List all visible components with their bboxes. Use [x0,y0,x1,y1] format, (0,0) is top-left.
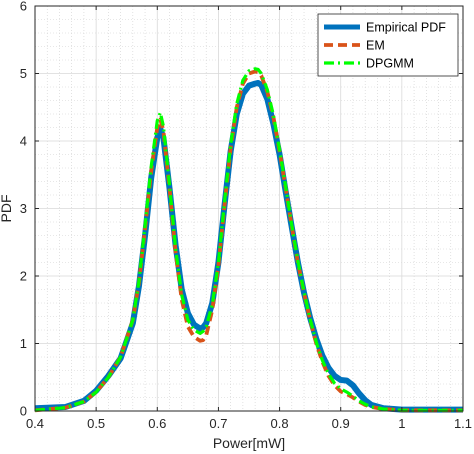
y-tick-label: 5 [20,66,27,81]
y-tick-label: 0 [20,404,27,419]
legend-label-em: EM [366,39,385,53]
x-tick-label: 0.9 [332,416,350,431]
legend: Empirical PDF EM DPGMM [317,13,459,77]
y-tick-label: 2 [20,269,27,284]
series-layer [34,67,463,413]
x-tick-label: 0.8 [271,416,289,431]
x-tick-label: 0.5 [87,416,105,431]
x-tick-label: 0.7 [209,416,227,431]
y-tick-labels: 0 1 2 3 4 5 6 [20,0,27,419]
x-tick-label: 0.4 [26,416,44,431]
x-tick-label: 1.1 [454,416,472,431]
ticks-layer [34,5,464,412]
y-tick-label: 1 [20,336,27,351]
legend-label-empirical-pdf: Empirical PDF [366,21,446,35]
y-tick-label: 4 [20,134,27,149]
y-tick-label: 6 [20,0,27,14]
x-tick-labels: 0.4 0.5 0.6 0.7 0.8 0.9 1 1.1 [26,416,472,431]
y-axis-title: PDF [0,195,14,223]
y-tick-label: 3 [20,201,27,216]
x-tick-label: 1 [398,416,405,431]
legend-label-dpgmm: DPGMM [366,57,414,71]
x-tick-label: 0.6 [148,416,166,431]
x-axis-title: Power[mW] [213,435,285,451]
series-line-dpgmm [34,67,463,412]
